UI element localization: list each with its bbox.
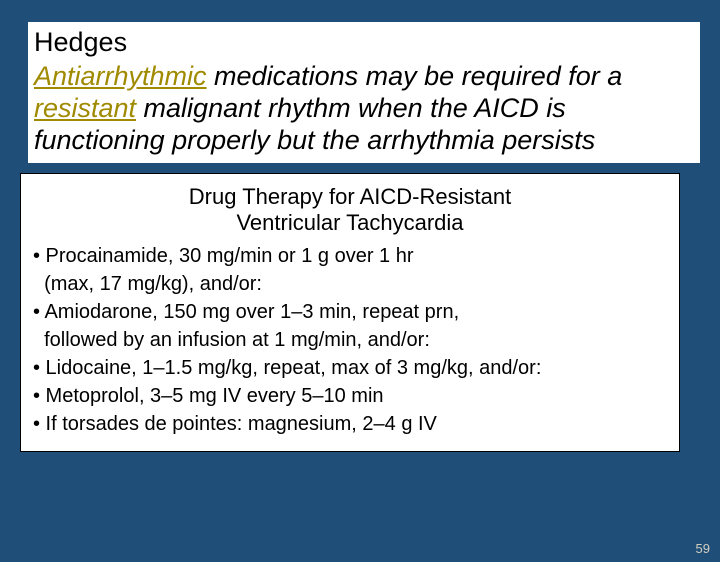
drug-therapy-box: Drug Therapy for AICD-Resistant Ventricu…	[20, 173, 680, 452]
drug-item-4: • Metoprolol, 3–5 mg IV every 5–10 min	[33, 383, 669, 410]
drug-title-line2: Ventricular Tachycardia	[236, 210, 463, 235]
drug-item-2a: • Amiodarone, 150 mg over 1–3 min, repea…	[33, 299, 669, 326]
drug-item-1b: (max, 17 mg/kg), and/or:	[33, 271, 669, 298]
drug-title-line1: Drug Therapy for AICD-Resistant	[189, 184, 511, 209]
drug-box-title: Drug Therapy for AICD-Resistant Ventricu…	[21, 174, 679, 243]
highlight-resistant: resistant	[34, 93, 136, 123]
drug-list: • Procainamide, 30 mg/min or 1 g over 1 …	[21, 243, 679, 451]
slide-body: Antiarrhythmic medications may be requir…	[34, 60, 690, 157]
highlight-antiarrhythmic: Antiarrhythmic	[34, 61, 207, 91]
text-block: Hedges Antiarrhythmic medications may be…	[28, 22, 700, 163]
slide-title: Hedges	[34, 28, 690, 58]
drug-item-2b: followed by an infusion at 1 mg/min, and…	[33, 327, 669, 354]
body-part-2: medications may be required for a	[207, 61, 623, 91]
drug-item-1a: • Procainamide, 30 mg/min or 1 g over 1 …	[33, 243, 669, 270]
drug-item-5: • If torsades de pointes: magnesium, 2–4…	[33, 411, 669, 438]
drug-item-3: • Lidocaine, 1–1.5 mg/kg, repeat, max of…	[33, 355, 669, 382]
page-number: 59	[696, 541, 710, 556]
